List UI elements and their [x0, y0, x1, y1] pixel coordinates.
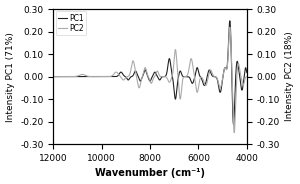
X-axis label: Wavenumber (cm⁻¹): Wavenumber (cm⁻¹)	[95, 168, 205, 178]
PC1	[245, 71, 249, 74]
PC1	[241, 84, 245, 86]
PC1	[232, 123, 236, 125]
PC2	[85, 75, 88, 77]
PC2	[232, 132, 236, 134]
PC2	[245, 76, 249, 78]
Line: PC1: PC1	[53, 21, 247, 124]
PC2	[134, 72, 138, 75]
PC2	[228, 26, 232, 28]
PC1	[228, 20, 232, 22]
PC1	[51, 75, 55, 78]
PC2	[51, 75, 55, 78]
PC1	[126, 78, 129, 80]
PC2	[74, 75, 77, 78]
Y-axis label: Intensity PC1 (71%): Intensity PC1 (71%)	[6, 32, 15, 122]
Line: PC2: PC2	[53, 27, 247, 133]
PC1	[134, 70, 138, 72]
PC1	[85, 75, 88, 78]
PC2	[220, 80, 224, 82]
PC1	[220, 82, 224, 84]
Y-axis label: Intensity PC2 (18%): Intensity PC2 (18%)	[285, 32, 294, 121]
Legend: PC1, PC2: PC1, PC2	[56, 11, 86, 35]
PC1	[74, 75, 77, 78]
PC2	[126, 76, 129, 78]
PC2	[241, 84, 245, 87]
